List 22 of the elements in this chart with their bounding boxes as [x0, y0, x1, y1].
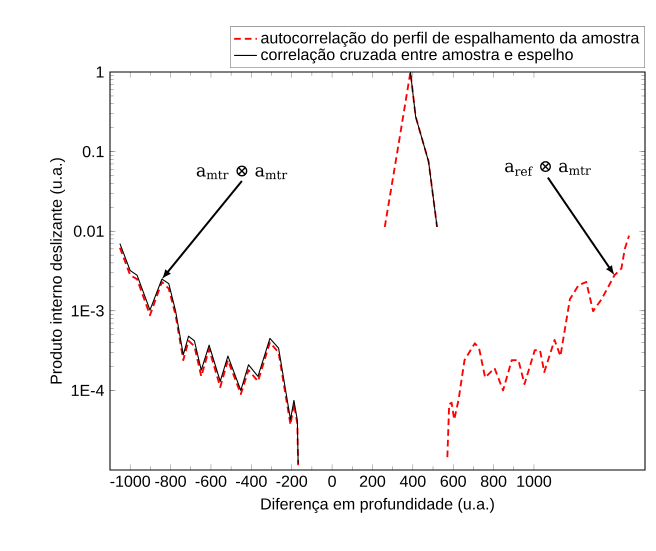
- y-tick-label: 0.1: [82, 146, 104, 158]
- y-tick-label: 1E-4: [72, 384, 104, 396]
- y-tick-label: 0.01: [74, 226, 104, 237]
- x-tick-label: -600: [196, 476, 226, 487]
- x-tick-label: -400: [236, 476, 267, 487]
- y-tick-label: 1: [96, 66, 104, 78]
- annotation: a$_{mtr}$ ⊗ a$_{mtr}$: [196, 166, 288, 180]
- x-tick-label: 200: [360, 476, 386, 487]
- y-axis-title: Produto interno deslizante (u.a.): [50, 158, 65, 384]
- x-tick-label: 800: [480, 476, 506, 487]
- x-axis-title: Diferença em profundidade (u.a.): [261, 498, 494, 513]
- y-tick-label: 1E-3: [72, 305, 104, 316]
- x-tick-label: 0: [328, 476, 336, 487]
- x-tick-label: 600: [440, 476, 466, 487]
- legend-label: correlação cruzada entre amostra e espelho: [261, 48, 573, 64]
- x-tick-label: -1000: [110, 476, 150, 487]
- x-tick-label: -800: [155, 476, 186, 487]
- x-tick-label: 400: [400, 476, 426, 487]
- legend-label: autocorrelação do perfil de espalhamento da amostra: [261, 32, 640, 47]
- annotation: a$_{ref}$ ⊗ a$_{mtr}$: [505, 161, 591, 176]
- x-tick-label: 1000: [517, 476, 552, 487]
- x-tick-label: -200: [276, 476, 308, 487]
